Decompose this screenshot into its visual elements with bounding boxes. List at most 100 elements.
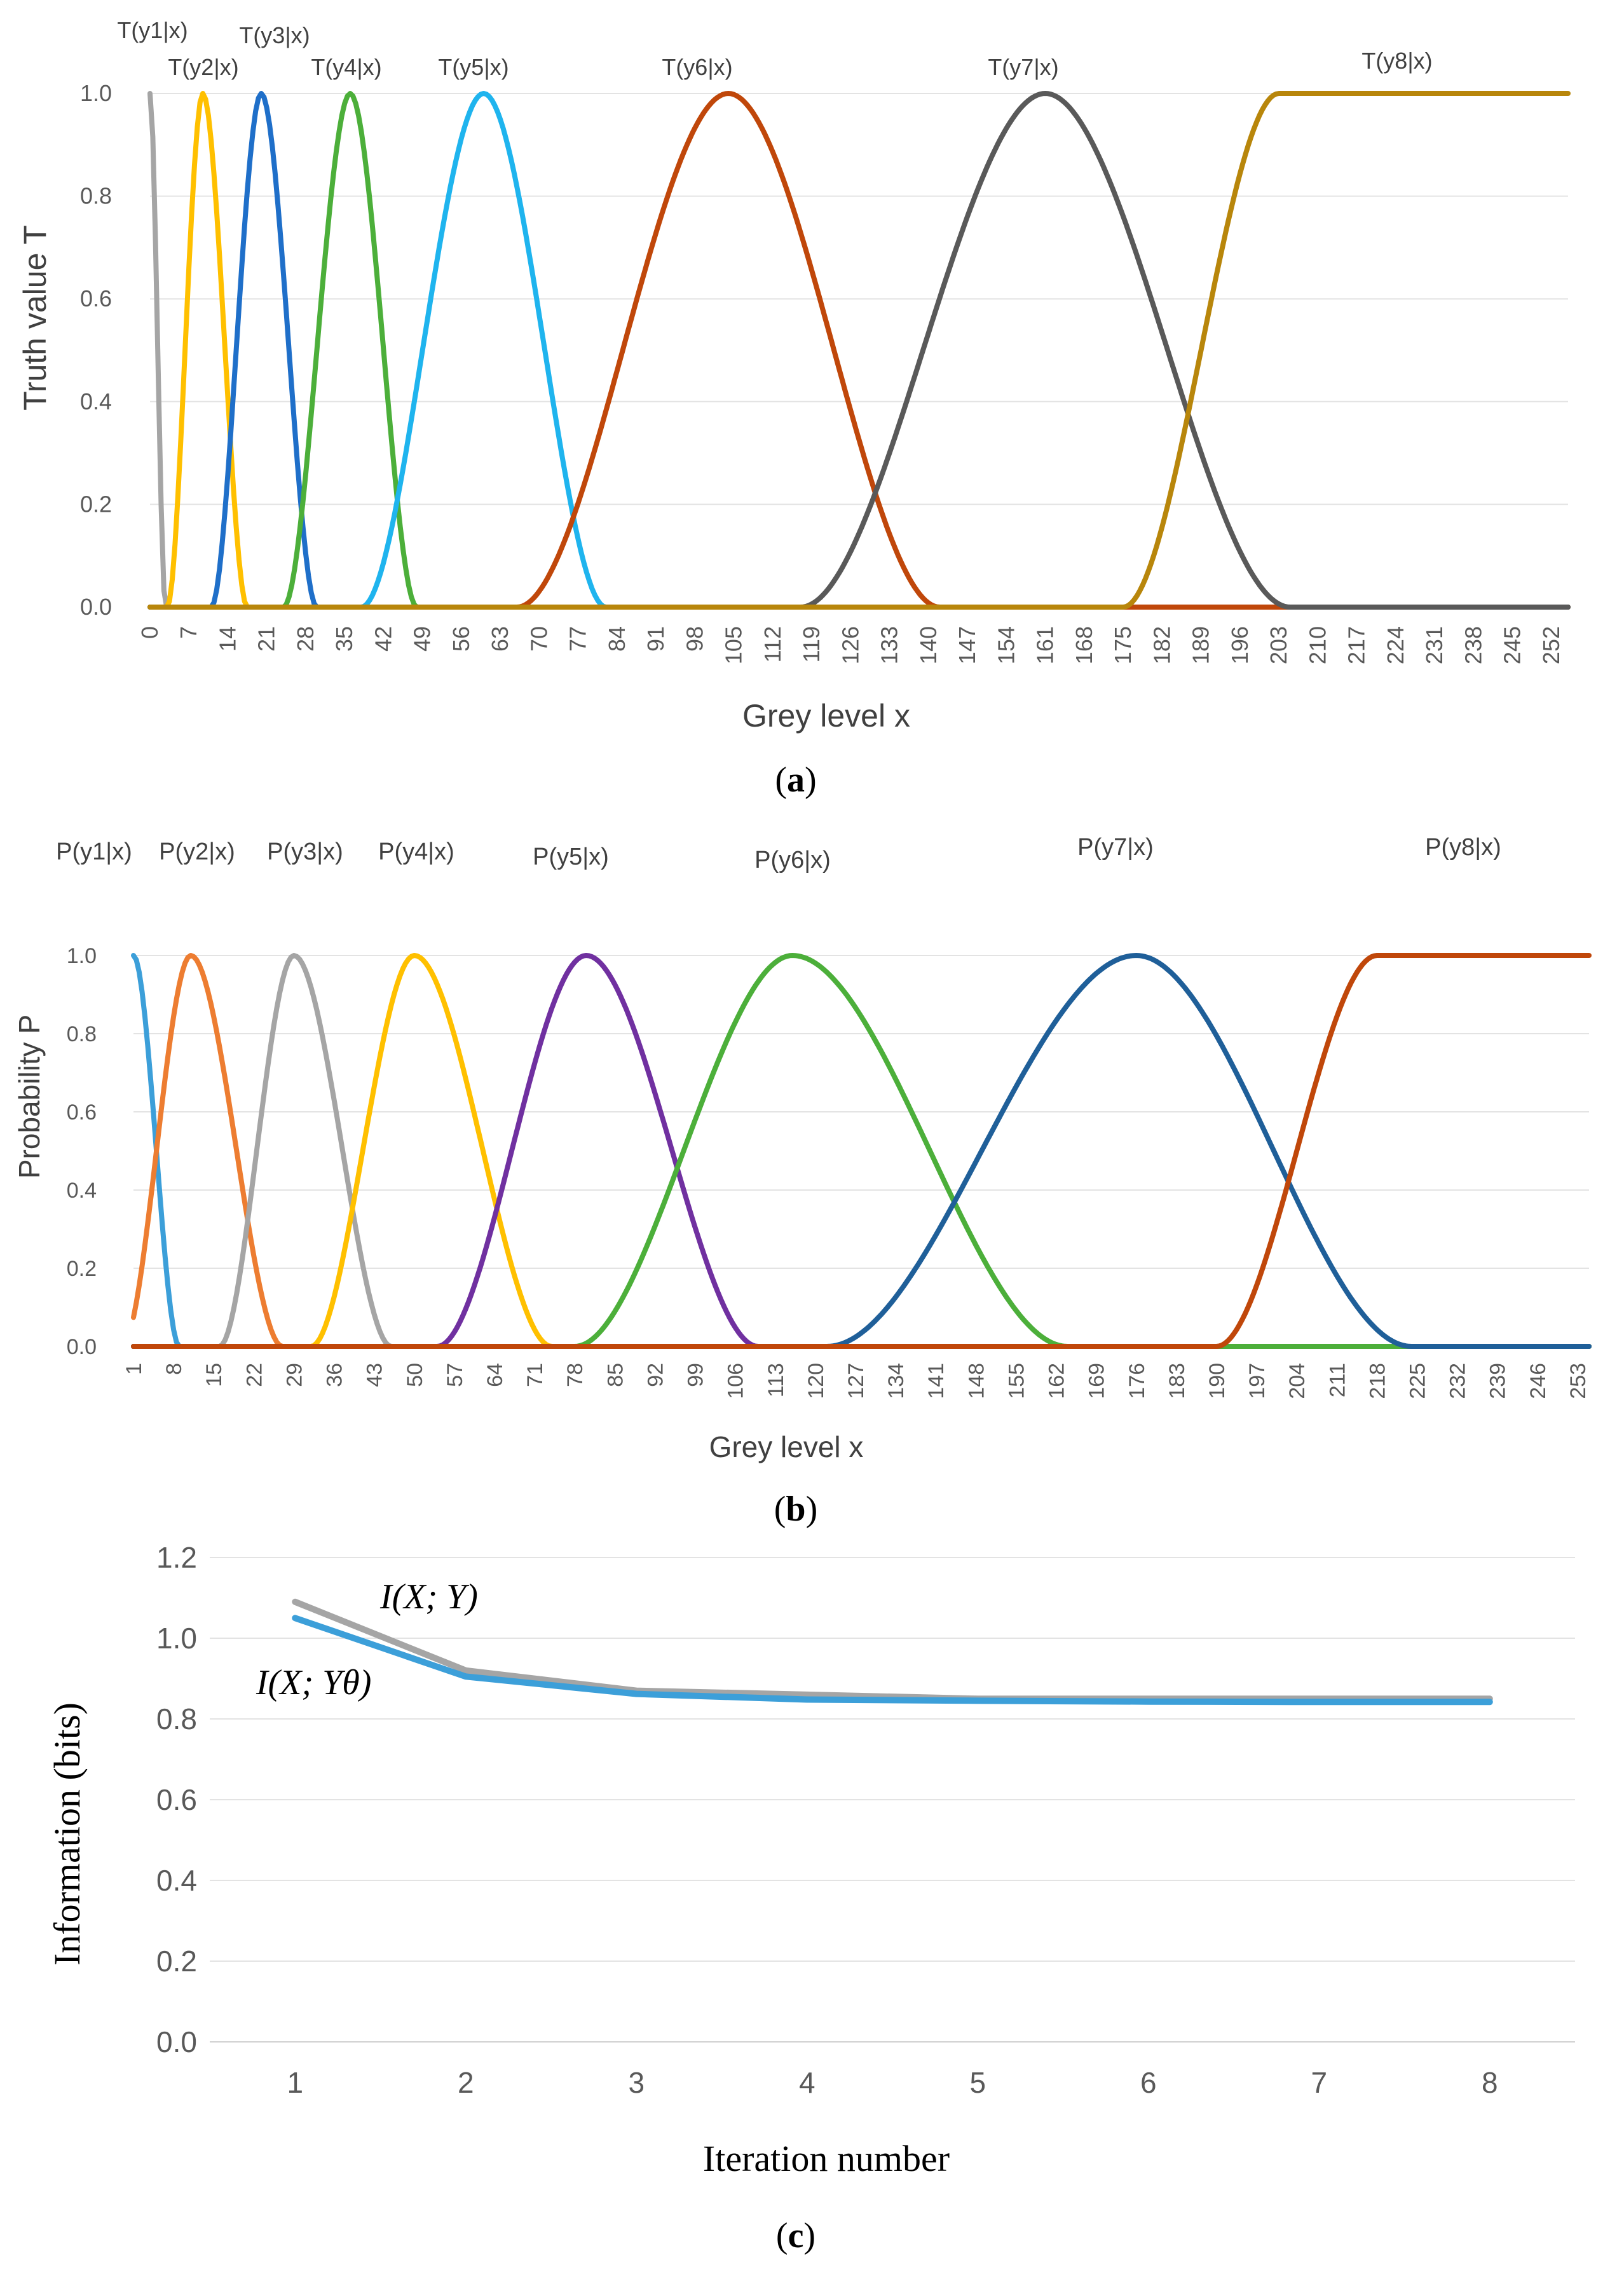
panel-b-x-tick-190: 190 bbox=[1205, 1363, 1229, 1399]
panel-b-y-tick-0-6: 0.6 bbox=[67, 1100, 97, 1125]
panel-c-y-tick-0-2: 0.2 bbox=[156, 1945, 197, 1978]
panel-b-x-tick-8: 8 bbox=[162, 1363, 186, 1375]
panel-b-x-tick-15: 15 bbox=[202, 1363, 226, 1387]
panel-b-x-tick-120: 120 bbox=[804, 1363, 828, 1399]
panel-a-x-tick-112: 112 bbox=[760, 626, 786, 662]
panel-b-x-tick-labels: 1 8 15 22 29 36 43 50 57 64 71 78 85 92 99 106 113 120 127… bbox=[122, 1363, 1590, 1399]
panel-a-label-t-y8-x: T(y8|x) bbox=[1361, 48, 1432, 74]
panel-c-x-axis-title: Iteration number bbox=[703, 2138, 950, 2179]
panel-a-x-tick-217: 217 bbox=[1344, 626, 1370, 664]
panel-b-x-tick-134: 134 bbox=[884, 1363, 908, 1399]
panel-b-x-tick-218: 218 bbox=[1365, 1363, 1389, 1399]
panel-b-x-tick-176: 176 bbox=[1125, 1363, 1149, 1399]
panel-b-x-tick-1: 1 bbox=[122, 1363, 146, 1375]
panel-a-label-t-y6-x: T(y6|x) bbox=[662, 54, 732, 80]
panel-b-y-tick-0-4: 0.4 bbox=[67, 1179, 97, 1203]
panel-b-x-tick-106: 106 bbox=[724, 1363, 748, 1399]
panel-c-y-tick-1-2: 1.2 bbox=[156, 1541, 197, 1574]
panel-a-label-t-y7-x: T(y7|x) bbox=[988, 54, 1058, 80]
panel-a-y-tick-0-0: 0.0 bbox=[80, 594, 112, 620]
panel-a-x-tick-168: 168 bbox=[1071, 626, 1097, 664]
panel-c-x-tick-3: 3 bbox=[628, 2066, 645, 2099]
panel-a-x-tick-189: 189 bbox=[1188, 626, 1214, 664]
panel-a-x-tick-133: 133 bbox=[877, 626, 903, 664]
panel-a-x-tick-42: 42 bbox=[370, 626, 396, 652]
panel-b-label-p-y8-x: P(y8|x) bbox=[1425, 834, 1501, 861]
panel-a-x-tick-210: 210 bbox=[1304, 626, 1330, 664]
panel-b-y-tick-labels: 0.0 0.2 0.4 0.6 0.8 1.0 bbox=[67, 944, 97, 1359]
panel-c-y-tick-0-6: 0.6 bbox=[156, 1783, 197, 1816]
panel-a-x-tick-77: 77 bbox=[565, 626, 591, 652]
panel-a-curve-labels: T(y1|x) T(y2|x)T(y3|x)T(y4|x) T(y5|x) T(y6|… bbox=[117, 17, 1432, 80]
panel-a-y-tick-0-2: 0.2 bbox=[80, 491, 112, 517]
panel-b-x-tick-239: 239 bbox=[1486, 1363, 1510, 1399]
panel-c-x-tick-7: 7 bbox=[1311, 2066, 1327, 2099]
panel-c-x-tick-1: 1 bbox=[287, 2066, 303, 2099]
panel-a-x-tick-245: 245 bbox=[1499, 626, 1525, 664]
panel-b-x-tick-85: 85 bbox=[603, 1363, 627, 1387]
panel-b-x-tick-148: 148 bbox=[964, 1363, 988, 1399]
panel-b-x-tick-127: 127 bbox=[844, 1363, 868, 1399]
panel-a-curve-t-y8-x bbox=[147, 91, 1571, 610]
panel-b-x-tick-211: 211 bbox=[1325, 1363, 1349, 1397]
panel-a-x-tick-203: 203 bbox=[1266, 626, 1292, 664]
panel-b-x-axis-title: Grey level x bbox=[709, 1430, 864, 1463]
panel-c-x-tick-2: 2 bbox=[458, 2066, 474, 2099]
panel-a-x-tick-175: 175 bbox=[1110, 626, 1136, 664]
panel-a-caption-letter: a bbox=[787, 760, 805, 800]
panel-b-y-tick-0-2: 0.2 bbox=[67, 1257, 97, 1281]
panel-c-line-i-x-y bbox=[292, 1615, 1493, 1706]
panel-a-x-tick-182: 182 bbox=[1149, 626, 1175, 664]
panel-a-x-tick-147: 147 bbox=[954, 626, 980, 664]
panel-b-x-tick-113: 113 bbox=[764, 1363, 788, 1397]
panel-a-y-tick-0-8: 0.8 bbox=[80, 183, 112, 209]
panel-a-y-tick-0-6: 0.6 bbox=[80, 285, 112, 311]
panel-c-curves bbox=[292, 1598, 1493, 1706]
panel-a-y-tick-labels: 0.0 0.2 0.4 0.6 0.8 1.0 bbox=[80, 80, 112, 620]
panel-c-x-tick-8: 8 bbox=[1482, 2066, 1498, 2099]
panel-b-x-tick-57: 57 bbox=[443, 1363, 467, 1387]
panel-a-x-axis-title: Grey level x bbox=[742, 698, 910, 734]
panel-b-x-tick-22: 22 bbox=[242, 1363, 266, 1387]
panel-b-x-tick-246: 246 bbox=[1526, 1363, 1550, 1399]
panel-b-label-p-y6-x: P(y6|x) bbox=[754, 847, 831, 873]
panel-b-x-tick-99: 99 bbox=[684, 1363, 708, 1387]
panel-c-chart: 0.0 0.2 0.4 0.6 0.8 1.0 1.2 1 2 3 4 5 6 7 8 I(X; Y) I… bbox=[46, 1541, 1575, 2255]
panel-a-label-t-y3-x: T(y3|x) bbox=[239, 22, 310, 48]
panel-a-x-tick-224: 224 bbox=[1382, 626, 1409, 664]
panel-b-x-tick-92: 92 bbox=[643, 1363, 667, 1387]
panel-b-y-axis-title: Probability P bbox=[13, 1015, 46, 1179]
panel-c-y-tick-1-0: 1.0 bbox=[156, 1622, 197, 1655]
panel-c-y-tick-0-4: 0.4 bbox=[156, 1864, 197, 1897]
panel-a-x-tick-labels: 0 7 14 21 28 35 42 49 56 63 70 77 84 91 98 105 112 119 126… bbox=[137, 626, 1564, 664]
panel-a-x-tick-70: 70 bbox=[526, 626, 552, 652]
panel-b-label-p-y4-x: P(y4|x) bbox=[378, 838, 454, 865]
panel-b-y-tick-0-8: 0.8 bbox=[67, 1022, 97, 1046]
panel-b-x-tick-64: 64 bbox=[483, 1363, 507, 1387]
panel-b-x-tick-155: 155 bbox=[1004, 1363, 1028, 1399]
panel-a-x-tick-154: 154 bbox=[993, 626, 1019, 664]
panel-a-x-tick-28: 28 bbox=[292, 626, 318, 652]
panel-b-y-tick-1-0: 1.0 bbox=[67, 944, 97, 968]
panel-b-caption-letter: b bbox=[786, 1489, 805, 1529]
panel-a-x-tick-56: 56 bbox=[448, 626, 474, 652]
panel-a-x-tick-35: 35 bbox=[331, 626, 357, 652]
panel-b-x-tick-204: 204 bbox=[1285, 1363, 1309, 1399]
panel-a-x-tick-21: 21 bbox=[254, 626, 280, 652]
panel-a-x-tick-238: 238 bbox=[1460, 626, 1486, 664]
panel-b-label-p-y3-x: P(y3|x) bbox=[267, 838, 343, 865]
panel-b-x-tick-50: 50 bbox=[403, 1363, 427, 1387]
panel-a-x-tick-98: 98 bbox=[681, 626, 707, 652]
panel-a-y-tick-0-4: 0.4 bbox=[80, 388, 112, 414]
panel-a-x-tick-49: 49 bbox=[409, 626, 435, 652]
panel-b-curve-p-y8-x bbox=[131, 953, 1592, 1349]
panel-a-x-tick-119: 119 bbox=[798, 626, 824, 662]
panel-b-x-tick-71: 71 bbox=[523, 1363, 547, 1387]
panel-b-label-p-y2-x: P(y2|x) bbox=[159, 838, 235, 865]
panel-a-x-tick-14: 14 bbox=[214, 626, 240, 652]
panel-b-x-tick-141: 141 bbox=[924, 1363, 948, 1399]
panel-c-x-tick-labels: 1 2 3 4 5 6 7 8 bbox=[287, 2066, 1498, 2099]
panel-b-x-tick-183: 183 bbox=[1165, 1363, 1189, 1399]
